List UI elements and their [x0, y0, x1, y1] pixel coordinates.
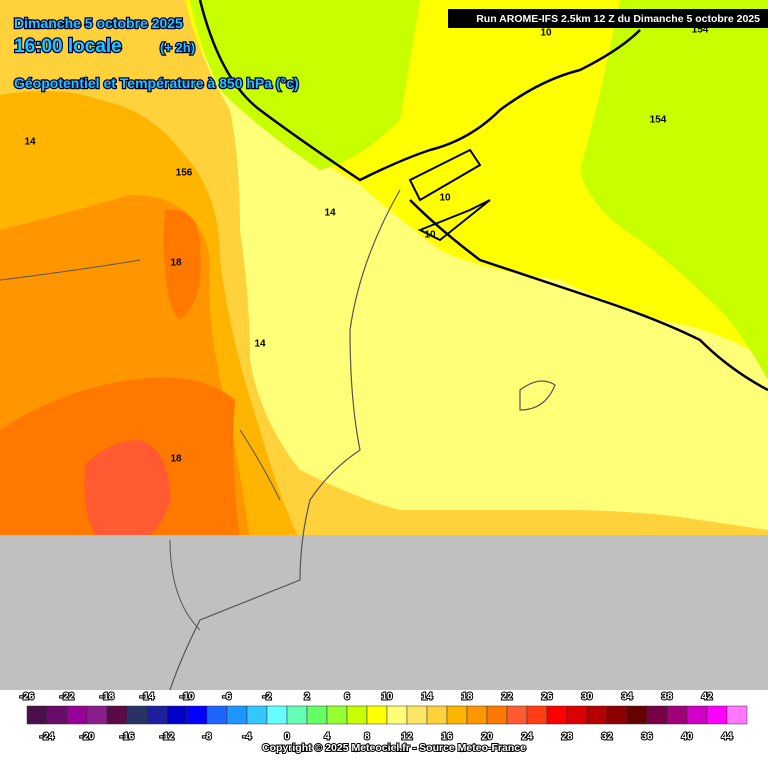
time: 16:00 locale: [14, 36, 122, 57]
legend-label: -24: [40, 732, 55, 743]
legend-swatch: [626, 705, 648, 725]
legend-label: 18: [461, 692, 473, 703]
legend-swatch: [206, 705, 228, 725]
legend-swatch: [46, 705, 68, 725]
field: Géopotentiel et Température à 850 hPa (°…: [14, 75, 299, 91]
legend-label: 20: [481, 732, 493, 743]
contour-label: 18: [170, 454, 182, 465]
run-info: Run AROME-IFS 2.5km 12 Z du Dimanche 5 o…: [476, 13, 760, 25]
legend-label: -26: [20, 692, 35, 703]
legend-label: -6: [223, 692, 232, 703]
contour-label: 154: [650, 115, 667, 126]
legend-swatch: [26, 705, 48, 725]
contour-label: 154: [692, 25, 709, 36]
legend-swatch: [66, 705, 88, 725]
legend-label: 6: [344, 692, 350, 703]
legend-label: 4: [324, 732, 330, 743]
run-box: [448, 9, 768, 28]
contour-label: 14: [24, 137, 36, 148]
legend-swatch: [446, 705, 468, 725]
legend-swatch: [486, 705, 508, 725]
legend-swatch: [686, 705, 708, 725]
legend-label: 40: [681, 732, 693, 743]
legend-swatch: [646, 705, 668, 725]
legend-label: 12: [401, 732, 413, 743]
legend-label: -2: [263, 692, 272, 703]
legend-label: -12: [160, 732, 175, 743]
legend-label: 30: [581, 692, 593, 703]
contour-label: 18: [170, 258, 182, 269]
legend-swatch: [386, 705, 408, 725]
legend-label: -16: [120, 732, 135, 743]
legend-label: 42: [701, 692, 713, 703]
legend-label: -20: [80, 732, 95, 743]
legend-swatch: [506, 705, 528, 725]
legend-swatch: [606, 705, 628, 725]
header: Dimanche 5 octobre 2025 16:00 locale (+ …: [13, 9, 768, 92]
legend-swatch: [466, 705, 488, 725]
contour-labels: 10 154 154 14 156 14 18 14 18 10 10: [24, 25, 708, 465]
legend-label: -14: [140, 692, 155, 703]
legend-swatch: [146, 705, 168, 725]
legend-label: 2: [304, 692, 310, 703]
legend-swatch: [166, 705, 188, 725]
contour-label: 14: [254, 339, 266, 350]
date: Dimanche 5 octobre 2025: [14, 15, 183, 31]
contour-label: 10: [540, 28, 552, 39]
legend-swatch: [266, 705, 288, 725]
legend-label: 8: [364, 732, 370, 743]
legend-swatch: [666, 705, 688, 725]
contour-label: 10: [439, 193, 451, 204]
legend-label: 36: [641, 732, 653, 743]
legend-label: 16: [441, 732, 453, 743]
legend-swatch: [226, 705, 248, 725]
map-field: [0, 0, 768, 690]
legend-swatch: [526, 705, 548, 725]
legend-label: 26: [541, 692, 553, 703]
legend-label: -4: [243, 732, 252, 743]
legend-label: -22: [60, 692, 75, 703]
legend-swatch: [86, 705, 108, 725]
legend-label: 34: [621, 692, 633, 703]
legend: -26 -22 -18 -14 -10 -6 -2 2 6 10 14 18 22 26 30 34 38 42-…: [19, 691, 748, 744]
legend-label: -18: [100, 692, 115, 703]
legend-swatch: [246, 705, 268, 725]
contour-label: 10: [424, 230, 436, 241]
legend-swatch: [426, 705, 448, 725]
legend-swatch: [366, 705, 388, 725]
legend-label: 28: [561, 732, 573, 743]
legend-label: 38: [661, 692, 673, 703]
legend-label: 44: [721, 732, 733, 743]
legend-label: 22: [501, 692, 513, 703]
legend-swatch: [546, 705, 568, 725]
contour-label: 156: [176, 168, 193, 179]
legend-swatch: [286, 705, 308, 725]
legend-label: 14: [421, 692, 433, 703]
legend-label: 0: [284, 732, 290, 743]
legend-label: 24: [521, 732, 533, 743]
legend-swatch: [186, 705, 208, 725]
legend-swatch: [326, 705, 348, 725]
legend-swatch: [726, 705, 748, 725]
copyright: Copyright © 2025 Meteociel.fr - Source M…: [262, 742, 526, 754]
legend-label: 10: [381, 692, 393, 703]
legend-label: -8: [203, 732, 212, 743]
legend-swatch: [406, 705, 428, 725]
contour-label: 14: [324, 208, 336, 219]
boundaries: [0, 0, 768, 691]
legend-swatch: [306, 705, 328, 725]
legend-label: 32: [601, 732, 613, 743]
legend-swatch: [706, 705, 728, 725]
legend-swatch: [106, 705, 128, 725]
legend-swatch: [566, 705, 588, 725]
legend-swatch: [126, 705, 148, 725]
offset: (+ 2h): [160, 40, 195, 55]
legend-swatch: [586, 705, 608, 725]
legend-label: -10: [180, 692, 195, 703]
legend-swatch: [346, 705, 368, 725]
